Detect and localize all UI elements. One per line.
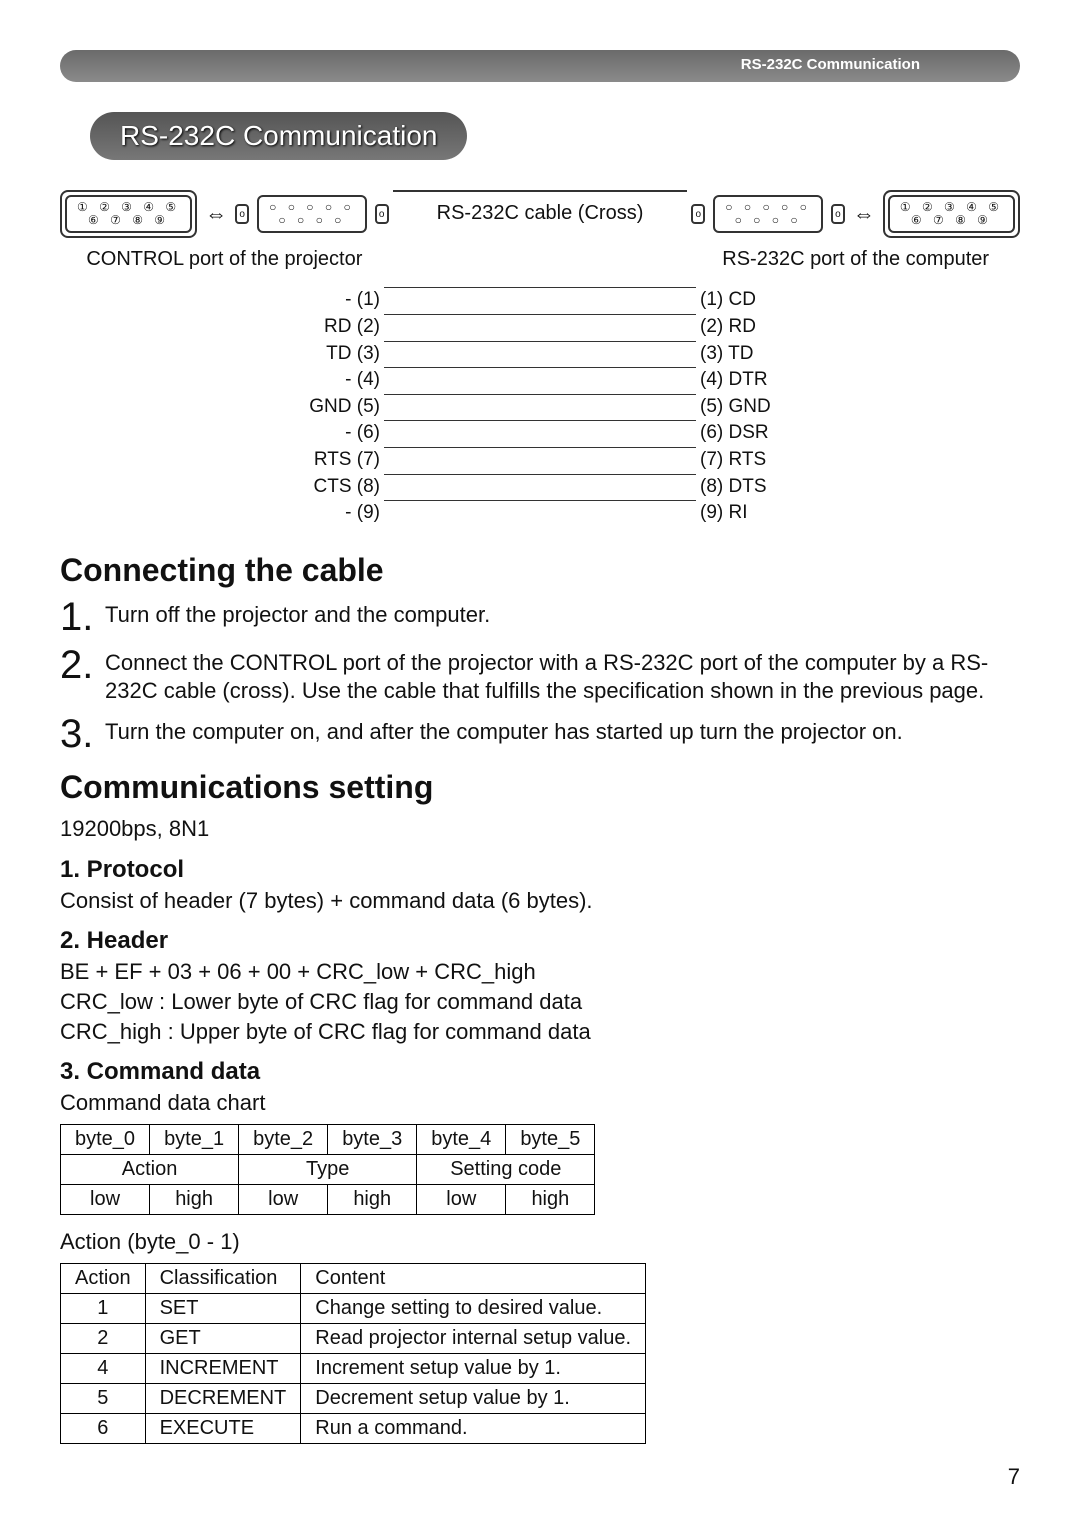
table-header: Action: [61, 1263, 146, 1293]
table-cell: GET: [145, 1323, 301, 1353]
table-cell: byte_4: [417, 1125, 506, 1155]
protocol-text: Consist of header (7 bytes) + command da…: [60, 886, 1020, 916]
table-cell: low: [61, 1185, 150, 1215]
header-line2: CRC_low : Lower byte of CRC flag for com…: [60, 987, 1020, 1017]
rs232-port-label: RS-232C port of the computer: [691, 246, 1020, 272]
protocol-heading: 1. Protocol: [60, 856, 1020, 884]
table-cell: 5: [61, 1383, 146, 1413]
table-cell: Setting code: [417, 1155, 595, 1185]
table-cell: SET: [145, 1293, 301, 1323]
table-cell: Change setting to desired value.: [301, 1293, 646, 1323]
arrow-icon: ⇔: [853, 201, 875, 227]
table-cell: byte_0: [61, 1125, 150, 1155]
table-cell: byte_3: [328, 1125, 417, 1155]
table-cell: INCREMENT: [145, 1353, 301, 1383]
table-cell: byte_1: [150, 1125, 239, 1155]
pinout-row: TD (3)(3) TD: [280, 341, 800, 368]
cable-label: RS-232C cable (Cross): [437, 200, 644, 226]
table-header: Classification: [145, 1263, 301, 1293]
pinout-row: - (6)(6) DSR: [280, 420, 800, 447]
page-title: RS-232C Communication: [90, 112, 467, 160]
arrow-icon: ⇔: [205, 201, 227, 227]
table-cell: low: [239, 1185, 328, 1215]
pinout-row: GND (5)(5) GND: [280, 394, 800, 421]
db9-cable-left-icon: ○ ○ ○ ○ ○○ ○ ○ ○: [257, 195, 367, 233]
table-cell: Type: [239, 1155, 417, 1185]
step-text: Turn off the projector and the computer.: [105, 597, 490, 637]
command-data-heading: 3. Command data: [60, 1058, 1020, 1086]
table-header: Content: [301, 1263, 646, 1293]
table-cell: 6: [61, 1413, 146, 1443]
baud-setting: 19200bps, 8N1: [60, 814, 1020, 844]
table-row: 4INCREMENTIncrement setup value by 1.: [61, 1353, 646, 1383]
pinout-row: - (1)(1) CD: [280, 287, 800, 314]
table-cell: Run a command.: [301, 1413, 646, 1443]
step-number: 2.: [60, 645, 105, 706]
command-data-sub: Command data chart: [60, 1088, 1020, 1118]
header-tab-label: RS-232C Communication: [741, 56, 920, 73]
action-byte-label: Action (byte_0 - 1): [60, 1227, 1020, 1257]
action-table: ActionClassificationContent1SETChange se…: [60, 1263, 646, 1444]
pinout-row: RTS (7)(7) RTS: [280, 447, 800, 474]
table-cell: byte_5: [506, 1125, 595, 1155]
section-heading-comm: Communications setting: [60, 769, 1020, 806]
cable-line: [393, 190, 688, 192]
pinout-diagram: - (1)(1) CDRD (2)(2) RDTD (3)(3) TD- (4)…: [280, 287, 800, 526]
step: 2.Connect the CONTROL port of the projec…: [60, 645, 1020, 706]
step: 1.Turn off the projector and the compute…: [60, 597, 1020, 637]
db9-right-icon: ① ② ③ ④ ⑤⑥ ⑦ ⑧ ⑨: [888, 195, 1015, 233]
step-number: 3.: [60, 714, 105, 754]
table-cell: high: [328, 1185, 417, 1215]
table-cell: 2: [61, 1323, 146, 1353]
step-number: 1.: [60, 597, 105, 637]
plug-icon: o: [831, 204, 845, 224]
table-cell: high: [506, 1185, 595, 1215]
plug-icon: o: [375, 204, 389, 224]
table-cell: byte_2: [239, 1125, 328, 1155]
db9-left-icon: ① ② ③ ④ ⑤⑥ ⑦ ⑧ ⑨: [65, 195, 192, 233]
table-cell: Decrement setup value by 1.: [301, 1383, 646, 1413]
table-row: 2GETRead projector internal setup value.: [61, 1323, 646, 1353]
table-cell: 1: [61, 1293, 146, 1323]
header-bar: RS-232C Communication: [60, 50, 1020, 82]
step-text: Connect the CONTROL port of the projecto…: [105, 645, 1020, 706]
step-text: Turn the computer on, and after the comp…: [105, 714, 903, 754]
pinout-row: - (9)(9) RI: [280, 500, 800, 527]
plug-icon: o: [235, 204, 249, 224]
header-line3: CRC_high : Upper byte of CRC flag for co…: [60, 1017, 1020, 1047]
table-row: 6EXECUTERun a command.: [61, 1413, 646, 1443]
plug-icon: o: [691, 204, 705, 224]
pinout-row: - (4)(4) DTR: [280, 367, 800, 394]
table-cell: low: [417, 1185, 506, 1215]
command-data-table: byte_0byte_1byte_2byte_3byte_4byte_5 Acti…: [60, 1124, 595, 1215]
header-heading: 2. Header: [60, 927, 1020, 955]
table-cell: Action: [61, 1155, 239, 1185]
table-cell: DECREMENT: [145, 1383, 301, 1413]
pinout-row: RD (2)(2) RD: [280, 314, 800, 341]
table-row: 1SETChange setting to desired value.: [61, 1293, 646, 1323]
table-row: 5DECREMENTDecrement setup value by 1.: [61, 1383, 646, 1413]
db9-cable-right-icon: ○ ○ ○ ○ ○○ ○ ○ ○: [713, 195, 823, 233]
page-number: 7: [60, 1464, 1020, 1490]
connector-diagram: ① ② ③ ④ ⑤⑥ ⑦ ⑧ ⑨ ⇔ o ○ ○ ○ ○ ○○ ○ ○ ○ o …: [60, 190, 1020, 272]
table-cell: Read projector internal setup value.: [301, 1323, 646, 1353]
table-cell: 4: [61, 1353, 146, 1383]
control-port-label: CONTROL port of the projector: [60, 246, 389, 272]
section-heading-connecting: Connecting the cable: [60, 552, 1020, 589]
table-cell: Increment setup value by 1.: [301, 1353, 646, 1383]
header-line1: BE + EF + 03 + 06 + 00 + CRC_low + CRC_h…: [60, 957, 1020, 987]
step: 3.Turn the computer on, and after the co…: [60, 714, 1020, 754]
pinout-row: CTS (8)(8) DTS: [280, 474, 800, 501]
table-cell: EXECUTE: [145, 1413, 301, 1443]
table-cell: high: [150, 1185, 239, 1215]
